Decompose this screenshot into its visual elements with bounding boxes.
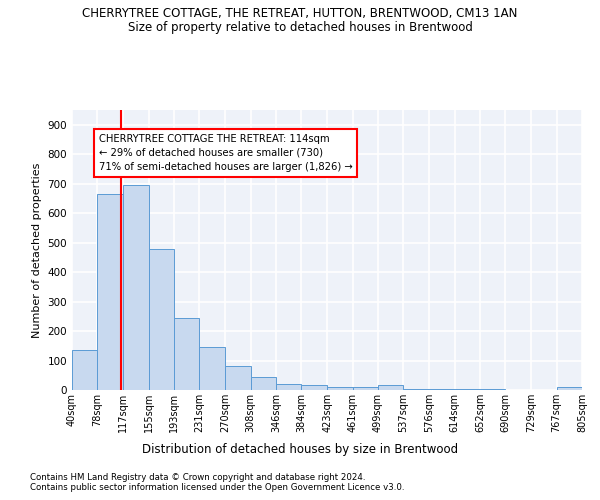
- Y-axis label: Number of detached properties: Number of detached properties: [32, 162, 42, 338]
- Bar: [328, 387, 353, 390]
- Bar: [403, 388, 430, 390]
- Bar: [557, 387, 582, 390]
- Bar: [174, 318, 199, 390]
- Bar: [149, 248, 174, 390]
- Text: CHERRYTREE COTTAGE THE RETREAT: 114sqm
← 29% of detached houses are smaller (730: CHERRYTREE COTTAGE THE RETREAT: 114sqm ←…: [98, 134, 352, 172]
- Bar: [353, 387, 378, 390]
- Bar: [430, 388, 455, 390]
- Bar: [97, 194, 124, 390]
- Bar: [378, 384, 403, 390]
- Bar: [301, 384, 328, 390]
- Bar: [226, 366, 251, 390]
- Text: CHERRYTREE COTTAGE, THE RETREAT, HUTTON, BRENTWOOD, CM13 1AN: CHERRYTREE COTTAGE, THE RETREAT, HUTTON,…: [82, 8, 518, 20]
- Text: Contains public sector information licensed under the Open Government Licence v3: Contains public sector information licen…: [30, 484, 404, 492]
- Text: Distribution of detached houses by size in Brentwood: Distribution of detached houses by size …: [142, 442, 458, 456]
- Bar: [276, 384, 301, 390]
- Bar: [199, 348, 226, 390]
- Text: Size of property relative to detached houses in Brentwood: Size of property relative to detached ho…: [128, 21, 472, 34]
- Bar: [124, 185, 149, 390]
- Text: Contains HM Land Registry data © Crown copyright and database right 2024.: Contains HM Land Registry data © Crown c…: [30, 472, 365, 482]
- Bar: [251, 376, 276, 390]
- Bar: [72, 350, 97, 390]
